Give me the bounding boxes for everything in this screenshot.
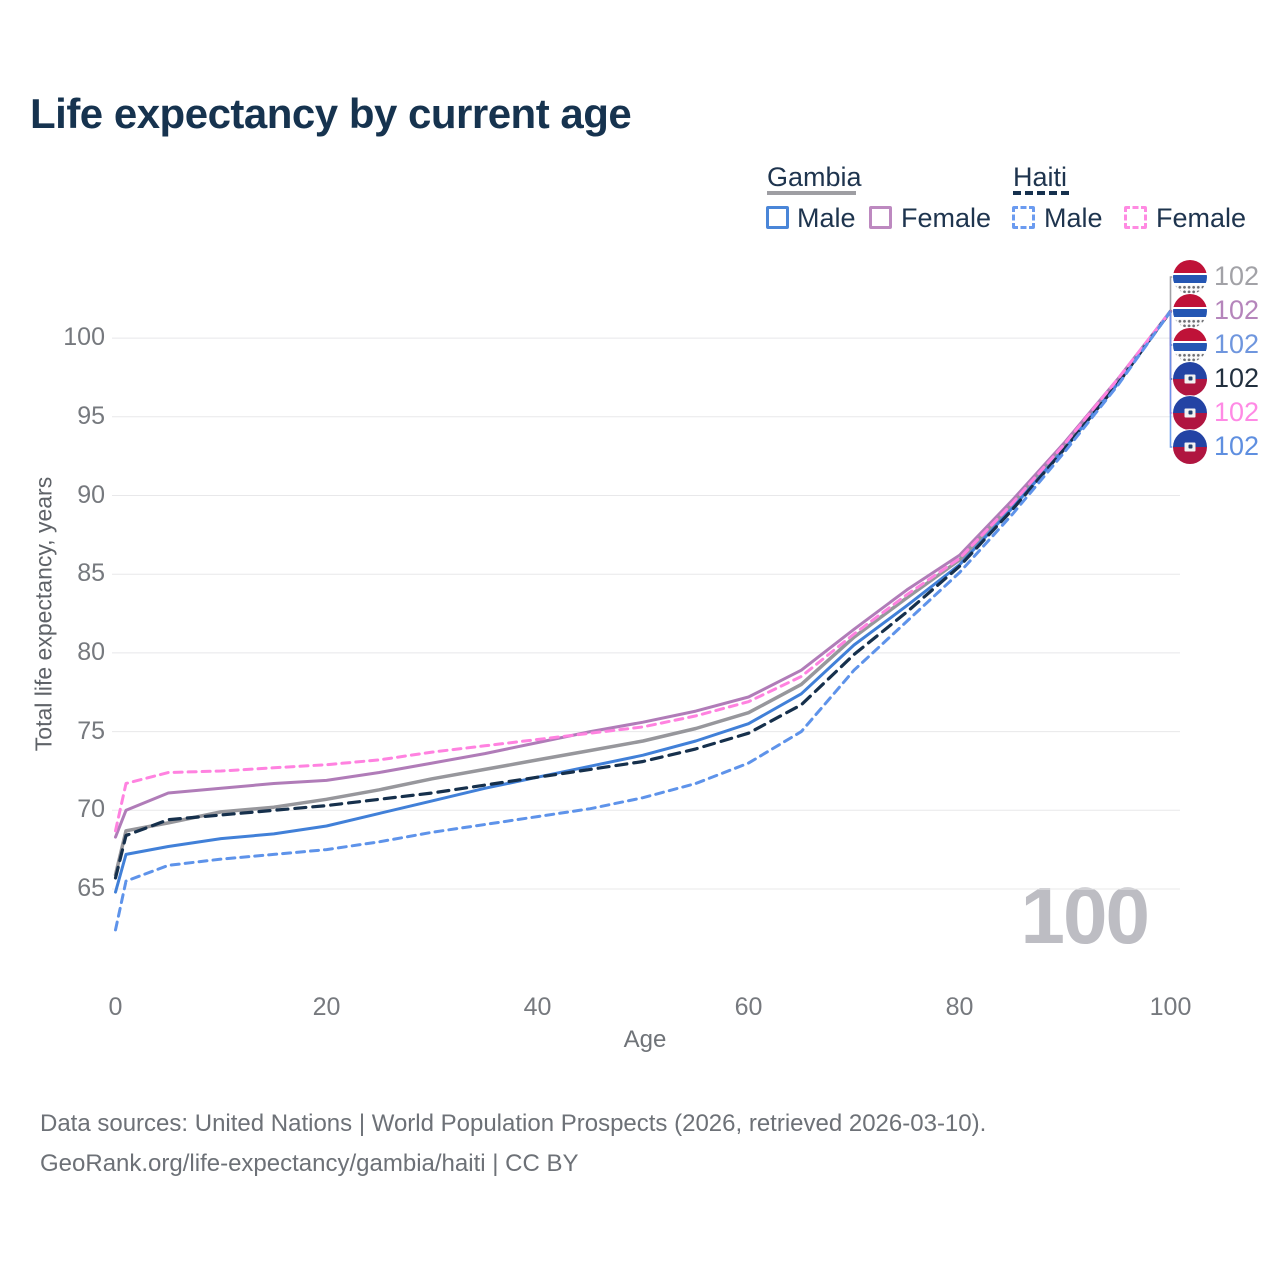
legend-label-haiti-male[interactable]: Male <box>1044 203 1103 233</box>
line-gambia-both[interactable] <box>113 309 1173 877</box>
legend-gambia-line-style <box>767 191 856 195</box>
legend-group-haiti[interactable]: Haiti <box>1013 162 1068 192</box>
age-watermark: 100 <box>1020 871 1150 960</box>
legend-label-gambia-male[interactable]: Male <box>797 203 856 233</box>
legend-swatch-haiti-male[interactable] <box>1012 206 1035 229</box>
line-haiti-male[interactable] <box>114 309 1172 932</box>
x-axis-title: Age <box>623 1026 667 1053</box>
line-haiti-female[interactable] <box>114 309 1172 833</box>
leader-haiti-female <box>1169 311 1178 414</box>
legend-group-gambia[interactable]: Gambia <box>767 162 862 192</box>
line-gambia-female[interactable] <box>114 309 1172 839</box>
footer-sources: Data sources: United Nations | World Pop… <box>40 1110 987 1137</box>
legend-label-gambia-female[interactable]: Female <box>901 203 992 233</box>
page-title: Life expectancy by current age <box>30 90 632 137</box>
line-haiti-both[interactable] <box>113 309 1173 880</box>
leader-gambia-male <box>1169 311 1178 346</box>
line-gambia-male[interactable] <box>114 309 1172 894</box>
legend-haiti-line-style <box>1013 191 1069 195</box>
y-axis-title: Total life expectancy, years <box>30 476 57 752</box>
legend-label-haiti-female[interactable]: Female <box>1156 203 1247 233</box>
legend-swatch-gambia-female[interactable] <box>869 206 892 229</box>
footer-attribution: GeoRank.org/life-expectancy/gambia/haiti… <box>40 1150 579 1177</box>
legend-swatch-gambia-male[interactable] <box>766 206 789 229</box>
legend-swatch-haiti-female[interactable] <box>1124 206 1147 229</box>
leader-gambia-both <box>1169 276 1178 312</box>
